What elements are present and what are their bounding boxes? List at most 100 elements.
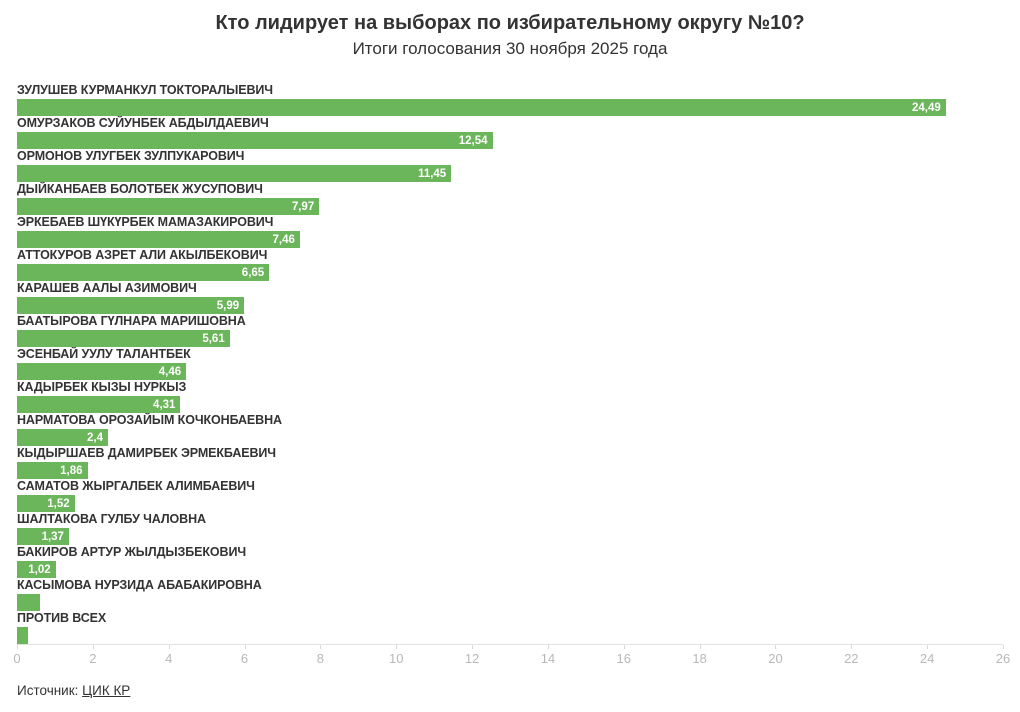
bar-track: 24,49 bbox=[17, 99, 1003, 116]
source-link[interactable]: ЦИК КР bbox=[82, 683, 131, 698]
bar-value-label: 1,52 bbox=[47, 497, 70, 510]
bar-track: 1,52 bbox=[17, 495, 1003, 512]
axis-tick-mark bbox=[92, 645, 94, 649]
bar-track: 4,46 bbox=[17, 363, 1003, 380]
result-bar[interactable]: 6,65 bbox=[17, 264, 270, 281]
axis-tick-label: 6 bbox=[240, 651, 249, 666]
bar-value-label: 5,61 bbox=[202, 332, 225, 345]
chart-row: КАСЫМОВА НУРЗИДА АБАБАКИРОВНА bbox=[17, 578, 1003, 611]
bar-track: 1,86 bbox=[17, 462, 1003, 479]
result-bar[interactable]: 5,99 bbox=[17, 297, 245, 314]
bar-value-label: 4,46 bbox=[158, 365, 182, 378]
axis-tick-mark bbox=[775, 645, 777, 649]
bar-value-label: 5,99 bbox=[216, 299, 240, 312]
result-bar[interactable] bbox=[17, 627, 28, 644]
axis-tick-mark bbox=[472, 645, 474, 649]
axis-tick-label: 12 bbox=[464, 651, 480, 666]
result-bar[interactable]: 1,86 bbox=[17, 462, 88, 479]
candidate-name: ОРМОНОВ УЛУГБЕК ЗУЛПУКАРОВИЧ bbox=[17, 149, 245, 163]
axis-tick-mark bbox=[547, 645, 549, 649]
bar-value-label: 1,86 bbox=[60, 464, 83, 477]
bar-value-label: 7,46 bbox=[272, 233, 295, 246]
candidate-name: БААТЫРОВА ГҮЛНАРА МАРИШОВНА bbox=[17, 314, 246, 328]
bar-track bbox=[17, 627, 1003, 644]
bar-value-label: 11,45 bbox=[418, 167, 447, 180]
result-bar[interactable] bbox=[17, 594, 40, 611]
axis-tick-mark bbox=[320, 645, 322, 649]
result-bar[interactable]: 1,37 bbox=[17, 528, 69, 545]
candidate-name: ДЫЙКАНБАЕВ БОЛОТБЕК ЖУСУПОВИЧ bbox=[17, 182, 263, 196]
candidate-name: ЗУЛУШЕВ КУРМАНКУЛ ТОКТОРАЛЫЕВИЧ bbox=[17, 83, 273, 97]
axis-tick-mark bbox=[699, 645, 701, 649]
bar-track: 11,45 bbox=[17, 165, 1003, 182]
bar-track: 12,54 bbox=[17, 132, 1003, 149]
candidate-name: БАКИРОВ АРТУР ЖЫЛДЫЗБЕКОВИЧ bbox=[17, 545, 247, 559]
x-axis: 0 2 4 6 8 10 12 14 16 18 20 22 24 26 bbox=[13, 644, 1010, 669]
candidate-name: КЫДЫРШАЕВ ДАМИРБЕК ЭРМЕКБАЕВИЧ bbox=[17, 446, 276, 460]
bar-track: 5,99 bbox=[17, 297, 1003, 314]
result-bar[interactable]: 1,02 bbox=[17, 561, 56, 578]
result-bar[interactable]: 2,4 bbox=[17, 429, 108, 446]
chart-row: ЭСЕНБАЙ УУЛУ ТАЛАНТБЕК 4,46 bbox=[17, 347, 1003, 380]
axis-tick-label: 0 bbox=[13, 651, 21, 666]
chart-row: ЗУЛУШЕВ КУРМАНКУЛ ТОКТОРАЛЫЕВИЧ 24,49 bbox=[17, 83, 1003, 116]
source-line: Источник: ЦИК КР bbox=[17, 683, 130, 698]
bar-track: 6,65 bbox=[17, 264, 1003, 281]
axis-tick-label: 16 bbox=[616, 651, 631, 666]
bar-value-label: 4,31 bbox=[153, 398, 176, 411]
candidate-name: НАРМАТОВА ОРОЗАЙЫМ КОЧКОНБАЕВНА bbox=[17, 413, 282, 427]
result-bar[interactable]: 7,97 bbox=[17, 198, 320, 215]
axis-tick-mark bbox=[851, 645, 853, 649]
result-bar[interactable]: 1,52 bbox=[17, 495, 75, 512]
axis-tick-mark bbox=[927, 645, 929, 649]
result-bar[interactable]: 5,61 bbox=[17, 330, 230, 347]
bar-chart-plot-area: ЗУЛУШЕВ КУРМАНКУЛ ТОКТОРАЛЫЕВИЧ 24,49 ОМУР… bbox=[17, 83, 1003, 644]
candidate-name: ПРОТИВ ВСЕХ bbox=[17, 611, 107, 625]
bar-value-label: 24,49 bbox=[911, 101, 941, 114]
result-bar[interactable]: 4,31 bbox=[17, 396, 181, 413]
chart-row: КАДЫРБЕК КЫЗЫ НУРКЫЗ 4,31 bbox=[17, 380, 1003, 413]
result-bar[interactable]: 11,45 bbox=[17, 165, 452, 182]
axis-tick-label: 10 bbox=[388, 651, 404, 666]
axis-tick-label: 22 bbox=[844, 651, 859, 666]
result-bar[interactable]: 24,49 bbox=[17, 99, 946, 116]
chart-row: ШАЛТАКОВА ГУЛБУ ЧАЛОВНА 1,37 bbox=[17, 512, 1003, 545]
candidate-name: ЭСЕНБАЙ УУЛУ ТАЛАНТБЕК bbox=[17, 347, 191, 361]
bar-track: 7,97 bbox=[17, 198, 1003, 215]
axis-tick-label: 26 bbox=[995, 651, 1011, 666]
axis-tick-mark bbox=[396, 645, 398, 649]
axis-tick-mark bbox=[1003, 645, 1004, 649]
axis-tick-mark bbox=[168, 645, 170, 649]
bar-track: 7,46 bbox=[17, 231, 1003, 248]
axis-tick-mark bbox=[244, 645, 246, 649]
chart-row: САМАТОВ ЖЫРГАЛБЕК АЛИМБАЕВИЧ 1,52 bbox=[17, 479, 1003, 512]
bar-track: 5,61 bbox=[17, 330, 1003, 347]
bar-value-label: 12,54 bbox=[458, 134, 488, 147]
bar-track bbox=[17, 594, 1003, 611]
chart-row: ОМУРЗАКОВ СУЙУНБЕК АБДЫЛДАЕВИЧ 12,54 bbox=[17, 116, 1003, 149]
result-bar[interactable]: 7,46 bbox=[17, 231, 300, 248]
candidate-name: ЭРКЕБАЕВ ШҮКҮРБЕК МАМАЗАКИРОВИЧ bbox=[17, 215, 274, 229]
result-bar[interactable]: 12,54 bbox=[17, 132, 493, 149]
axis-tick-label: 18 bbox=[692, 651, 707, 666]
candidate-name: КАДЫРБЕК КЫЗЫ НУРКЫЗ bbox=[17, 380, 187, 394]
chart-row: АТТОКУРОВ АЗРЕТ АЛИ АКЫЛБЕКОВИЧ 6,65 bbox=[17, 248, 1003, 281]
axis-tick-label: 24 bbox=[919, 651, 935, 666]
chart-row: БАКИРОВ АРТУР ЖЫЛДЫЗБЕКОВИЧ 1,02 bbox=[17, 545, 1003, 578]
chart-row: ДЫЙКАНБАЕВ БОЛОТБЕК ЖУСУПОВИЧ 7,97 bbox=[17, 182, 1003, 215]
bar-track: 1,37 bbox=[17, 528, 1003, 545]
bar-track: 2,4 bbox=[17, 429, 1003, 446]
bar-track: 4,31 bbox=[17, 396, 1003, 413]
bar-value-label: 7,97 bbox=[291, 200, 315, 213]
source-label: Источник: bbox=[17, 683, 83, 698]
candidate-name: АТТОКУРОВ АЗРЕТ АЛИ АКЫЛБЕКОВИЧ bbox=[17, 248, 268, 262]
candidate-name: ШАЛТАКОВА ГУЛБУ ЧАЛОВНА bbox=[17, 512, 206, 526]
chart-row: БААТЫРОВА ГҮЛНАРА МАРИШОВНА 5,61 bbox=[17, 314, 1003, 347]
result-bar[interactable]: 4,46 bbox=[17, 363, 187, 380]
chart-row: ОРМОНОВ УЛУГБЕК ЗУЛПУКАРОВИЧ 11,45 bbox=[17, 149, 1003, 182]
axis-tick-mark bbox=[623, 645, 625, 649]
chart-row: НАРМАТОВА ОРОЗАЙЫМ КОЧКОНБАЕВНА 2,4 bbox=[17, 413, 1003, 446]
bar-value-label: 6,65 bbox=[241, 266, 265, 279]
candidate-name: КАСЫМОВА НУРЗИДА АБАБАКИРОВНА bbox=[17, 578, 262, 592]
